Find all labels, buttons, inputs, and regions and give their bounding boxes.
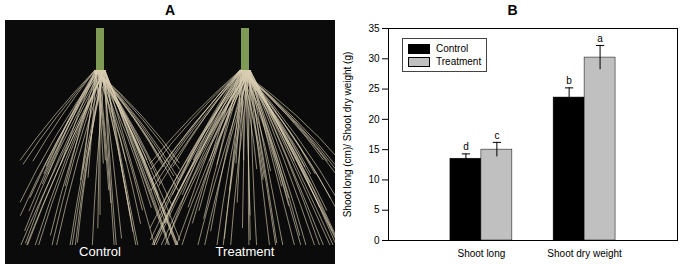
svg-text:Shoot dry weight: Shoot dry weight — [547, 248, 622, 259]
svg-text:Shoot long (cm)/ Shoot dry wei: Shoot long (cm)/ Shoot dry weight (g) — [342, 52, 353, 218]
svg-text:d: d — [463, 141, 469, 152]
svg-text:a: a — [597, 33, 603, 44]
svg-text:10: 10 — [368, 174, 380, 185]
svg-text:0: 0 — [374, 235, 380, 246]
svg-text:15: 15 — [368, 144, 380, 155]
html-text:Control: Control — [436, 43, 469, 54]
svg-text:20: 20 — [368, 114, 380, 125]
html-text:B: B — [507, 2, 518, 18]
svg-text:Shoot long: Shoot long — [457, 248, 505, 259]
html-text:Treatment: Treatment — [436, 56, 482, 67]
svg-text:25: 25 — [368, 83, 380, 94]
svg-text:b: b — [566, 75, 572, 86]
svg-text:35: 35 — [368, 23, 380, 34]
svg-text:Treatment: Treatment — [216, 244, 275, 259]
svg-text:c: c — [494, 130, 499, 141]
html-text:A: A — [164, 2, 176, 18]
svg-text:30: 30 — [368, 53, 380, 64]
svg-text:5: 5 — [374, 204, 380, 215]
svg-text:Control: Control — [79, 244, 121, 259]
